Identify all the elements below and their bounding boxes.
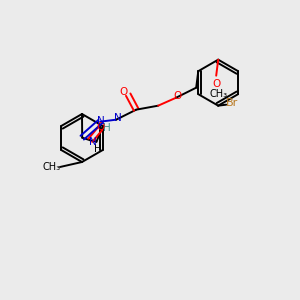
Text: H: H xyxy=(103,123,111,133)
Text: CH₃: CH₃ xyxy=(43,162,61,172)
Text: N: N xyxy=(114,113,122,123)
Text: N: N xyxy=(97,116,105,126)
Text: O: O xyxy=(173,91,181,101)
Text: CH₃: CH₃ xyxy=(209,89,227,99)
Text: N: N xyxy=(88,137,96,147)
Text: Br: Br xyxy=(226,98,238,108)
Text: O: O xyxy=(96,122,104,132)
Text: O: O xyxy=(119,87,127,97)
Text: H: H xyxy=(94,144,101,154)
Text: O: O xyxy=(212,79,220,89)
